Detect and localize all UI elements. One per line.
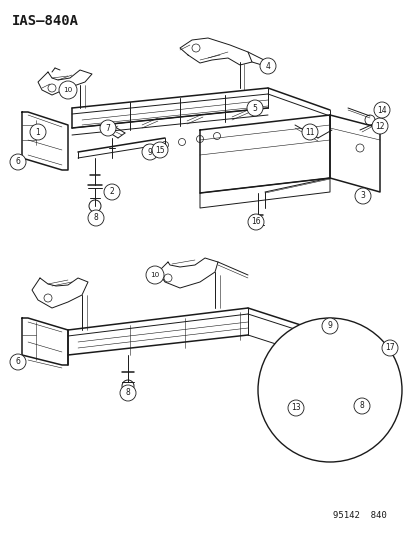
Circle shape [259, 58, 275, 74]
Circle shape [146, 266, 164, 284]
Text: 16: 16 [251, 217, 260, 227]
Circle shape [59, 81, 77, 99]
Circle shape [104, 184, 120, 200]
Circle shape [353, 398, 369, 414]
Text: 9: 9 [147, 148, 152, 157]
Text: 5: 5 [252, 103, 257, 112]
Text: 14: 14 [376, 106, 386, 115]
Text: IAS–840A: IAS–840A [12, 14, 79, 28]
Text: 15: 15 [155, 146, 164, 155]
Circle shape [301, 124, 317, 140]
Circle shape [373, 102, 389, 118]
Circle shape [257, 318, 401, 462]
Text: 11: 11 [304, 127, 314, 136]
Circle shape [321, 318, 337, 334]
Text: 8: 8 [125, 389, 130, 398]
Circle shape [88, 210, 104, 226]
Circle shape [10, 354, 26, 370]
Circle shape [100, 120, 116, 136]
Text: 13: 13 [290, 403, 300, 413]
Text: 6: 6 [16, 157, 20, 166]
Text: 1: 1 [36, 127, 40, 136]
Circle shape [371, 118, 387, 134]
Text: 95142  840: 95142 840 [332, 511, 386, 520]
Text: 6: 6 [16, 358, 20, 367]
Text: 10: 10 [150, 272, 159, 278]
Text: 8: 8 [93, 214, 98, 222]
Circle shape [30, 124, 46, 140]
Text: 12: 12 [374, 122, 384, 131]
Circle shape [287, 400, 303, 416]
Text: 10: 10 [63, 87, 72, 93]
Circle shape [152, 142, 168, 158]
Text: 9: 9 [327, 321, 332, 330]
Circle shape [142, 144, 158, 160]
Text: 4: 4 [265, 61, 270, 70]
Circle shape [10, 154, 26, 170]
Circle shape [354, 188, 370, 204]
Circle shape [120, 385, 136, 401]
Text: 3: 3 [360, 191, 365, 200]
Text: 8: 8 [359, 401, 363, 410]
Text: 7: 7 [105, 124, 110, 133]
Circle shape [247, 214, 263, 230]
Text: 2: 2 [109, 188, 114, 197]
Circle shape [381, 340, 397, 356]
Text: 17: 17 [384, 343, 394, 352]
Circle shape [247, 100, 262, 116]
